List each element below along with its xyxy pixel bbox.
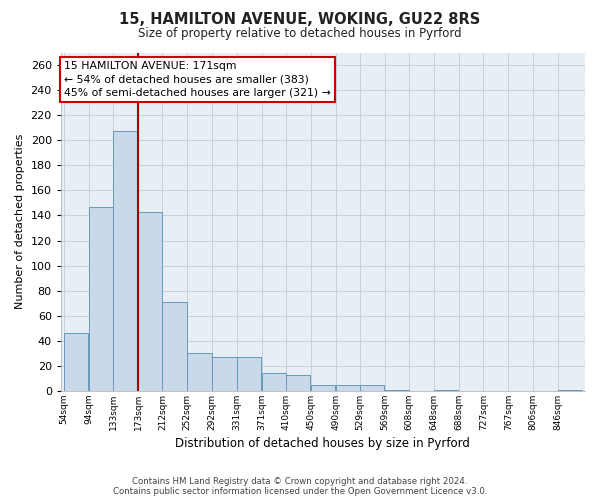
Y-axis label: Number of detached properties: Number of detached properties [15, 134, 25, 310]
Bar [187, 354, 212, 391]
Bar [262, 374, 286, 391]
Text: 15 HAMILTON AVENUE: 171sqm
← 54% of detached houses are smaller (383)
45% of sem: 15 HAMILTON AVENUE: 171sqm ← 54% of deta… [64, 62, 331, 98]
Bar [212, 357, 236, 391]
Bar [434, 390, 458, 391]
Bar [163, 302, 187, 391]
Bar [286, 374, 310, 391]
Bar [335, 384, 360, 391]
X-axis label: Distribution of detached houses by size in Pyrford: Distribution of detached houses by size … [175, 437, 470, 450]
Bar [64, 333, 88, 391]
Text: Contains HM Land Registry data © Crown copyright and database right 2024.
Contai: Contains HM Land Registry data © Crown c… [113, 476, 487, 496]
Bar [557, 390, 582, 391]
Bar [113, 132, 137, 391]
Bar [236, 357, 261, 391]
Text: 15, HAMILTON AVENUE, WOKING, GU22 8RS: 15, HAMILTON AVENUE, WOKING, GU22 8RS [119, 12, 481, 28]
Bar [385, 390, 409, 391]
Bar [311, 384, 335, 391]
Bar [89, 206, 113, 391]
Bar [360, 384, 385, 391]
Bar [138, 212, 163, 391]
Text: Size of property relative to detached houses in Pyrford: Size of property relative to detached ho… [138, 28, 462, 40]
